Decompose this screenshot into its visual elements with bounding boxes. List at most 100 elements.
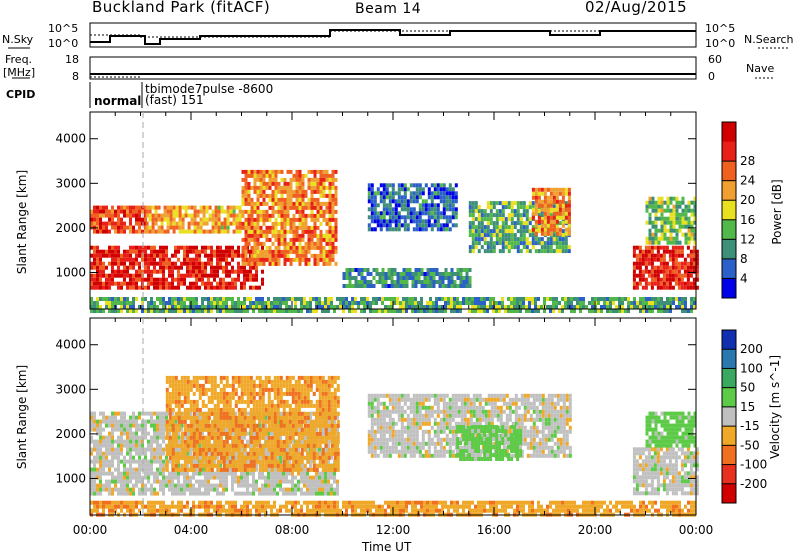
power-cell <box>540 231 544 236</box>
power-cell <box>316 225 320 230</box>
power-cell <box>304 241 308 246</box>
power-cell <box>695 249 699 254</box>
power-cell <box>648 240 652 245</box>
power-cell <box>256 185 260 190</box>
velocity-cell <box>288 487 291 492</box>
velocity-cell <box>279 471 282 476</box>
power-cell <box>657 200 661 205</box>
velocity-cell <box>267 451 270 456</box>
power-cell <box>504 305 507 309</box>
power-cell <box>558 191 562 196</box>
power-cell <box>277 237 281 242</box>
power-cell <box>397 203 401 208</box>
power-cell <box>162 265 165 270</box>
power-cell <box>256 193 260 198</box>
velocity-cell <box>135 415 138 420</box>
power-cell <box>348 309 351 313</box>
power-cell <box>192 285 195 290</box>
power-cell <box>391 195 395 200</box>
power-cell <box>385 191 389 196</box>
power-cell <box>656 265 660 270</box>
power-cell <box>250 205 254 210</box>
velocity-cell <box>324 491 327 496</box>
velocity-cell <box>186 463 189 468</box>
power-cell <box>367 223 371 228</box>
power-cell <box>671 261 675 266</box>
power-cell <box>258 301 261 305</box>
power-cell <box>145 221 149 226</box>
power-cell <box>250 233 254 238</box>
power-cell <box>195 265 198 270</box>
velocity-cell <box>201 491 204 496</box>
power-cell <box>120 301 123 305</box>
power-cell <box>241 177 245 182</box>
velocity-cell <box>327 427 330 432</box>
velocity-cell <box>327 459 330 464</box>
power-cell <box>525 217 529 222</box>
power-cell <box>232 205 236 210</box>
power-cell <box>195 261 198 266</box>
power-cell <box>519 233 523 238</box>
power-cell <box>498 201 502 206</box>
power-cell <box>540 207 544 212</box>
power-cell <box>322 189 326 194</box>
power-cell <box>367 183 371 188</box>
power-cell <box>295 225 299 230</box>
power-cell <box>256 209 260 214</box>
power-cell <box>243 285 246 290</box>
velocity-cell <box>165 475 168 480</box>
power-cell <box>144 245 147 250</box>
power-cell <box>486 305 489 309</box>
power-cell <box>322 213 326 218</box>
power-cell <box>274 189 278 194</box>
velocity-cell <box>336 487 339 492</box>
velocity-cell <box>138 491 141 496</box>
velocity-cell <box>282 475 285 480</box>
velocity-cell <box>159 483 162 488</box>
velocity-cell <box>105 447 108 452</box>
power-cell <box>286 181 290 186</box>
power-cell <box>405 309 408 313</box>
velocity-cell <box>156 491 159 496</box>
velocity-cell <box>153 475 156 480</box>
power-cell <box>207 305 210 309</box>
power-cell <box>420 309 423 313</box>
power-cell <box>156 253 159 258</box>
power-cell <box>96 245 99 250</box>
velocity-cell <box>147 487 150 492</box>
velocity-cell <box>177 419 181 424</box>
velocity-cell <box>102 471 105 476</box>
power-cell <box>183 309 186 313</box>
velocity-cell <box>117 419 120 424</box>
power-cell <box>668 269 672 274</box>
velocity-cell <box>108 459 111 464</box>
power-cell <box>153 249 156 254</box>
power-cell <box>198 261 201 266</box>
power-cell <box>202 209 206 214</box>
power-cell <box>283 253 287 258</box>
velocity-cell <box>102 419 105 424</box>
power-cell <box>334 189 338 194</box>
power-cell <box>162 281 165 286</box>
velocity-cell <box>144 431 147 436</box>
velocity-cell <box>126 491 129 496</box>
velocity-cell <box>138 463 141 468</box>
power-cell <box>510 229 514 234</box>
power-cell <box>525 209 529 214</box>
power-cell <box>507 249 511 254</box>
power-cell <box>153 257 156 262</box>
power-cell <box>222 249 225 254</box>
power-cell <box>211 209 215 214</box>
velocity-cell <box>138 439 141 444</box>
power-cell <box>501 201 505 206</box>
power-cell <box>228 305 231 309</box>
power-cell <box>373 207 377 212</box>
power-cell <box>225 285 228 290</box>
power-cell <box>180 297 183 301</box>
power-cell <box>219 253 222 258</box>
velocity-cell <box>264 423 267 428</box>
power-cell <box>513 309 516 313</box>
power-cell <box>207 285 210 290</box>
power-cell <box>241 169 245 174</box>
power-cell <box>241 193 245 198</box>
